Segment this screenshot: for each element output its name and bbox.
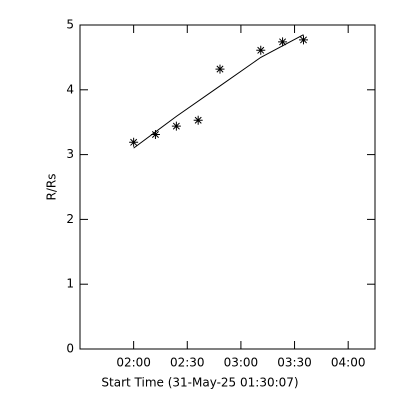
y-tick-label: 4 (66, 82, 74, 96)
x-tick-label: 02:30 (170, 356, 205, 370)
fit-line (133, 34, 304, 149)
y-tick-label: 0 (66, 342, 74, 356)
y-tick-label: 5 (66, 18, 74, 32)
x-tick-label: 03:00 (224, 356, 259, 370)
y-tick-label: 1 (66, 277, 74, 291)
x-axis-label: Start Time (31-May-25 01:30:07) (101, 376, 298, 390)
data-point (150, 130, 160, 140)
plot-frame (79, 24, 376, 350)
x-tick-label: 03:30 (277, 356, 312, 370)
data-point (129, 137, 139, 147)
data-point (215, 64, 225, 74)
y-tick-label: 3 (66, 147, 74, 161)
data-point (171, 121, 181, 131)
data-point (278, 37, 288, 47)
x-tick-label: 02:00 (116, 356, 151, 370)
y-tick-label: 2 (66, 212, 74, 226)
data-point (193, 115, 203, 125)
y-axis-label: R/Rs (45, 174, 59, 201)
data-point (256, 45, 266, 55)
x-tick-label: 04:00 (331, 356, 366, 370)
data-point (298, 35, 308, 45)
